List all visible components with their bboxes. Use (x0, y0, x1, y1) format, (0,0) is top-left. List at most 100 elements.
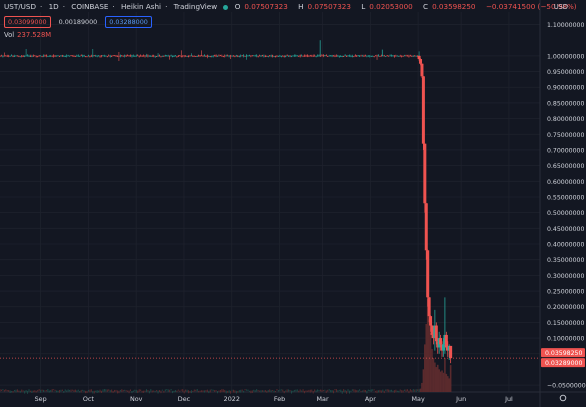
symbol-label[interactable]: UST/USD (4, 2, 36, 11)
volume-bar (24, 390, 26, 394)
volume-bar (319, 389, 321, 392)
candle-body (364, 55, 367, 57)
candle-body (309, 55, 311, 57)
candle-body (161, 55, 164, 57)
candle-body (21, 55, 23, 57)
candle-body (76, 55, 78, 57)
volume-value: 237.528M (17, 31, 52, 39)
volume-bar (298, 390, 300, 393)
candle-body (190, 55, 193, 57)
volume-bar (325, 390, 327, 393)
candle-body (412, 55, 414, 57)
volume-bar (377, 390, 379, 393)
candle-body (420, 63, 424, 77)
volume-bar (157, 390, 159, 394)
candle-body (305, 55, 307, 57)
candle-body (402, 55, 404, 57)
volume-bar (432, 358, 435, 392)
candle-body (335, 55, 338, 57)
candle-body (200, 55, 203, 57)
price-tick-label: 1.10000000 (547, 22, 584, 29)
volume-bar (85, 390, 87, 394)
candle-body (330, 55, 332, 57)
candle-body (180, 56, 182, 57)
candle-body (156, 56, 158, 57)
candle-body (147, 55, 149, 57)
volume-bar (289, 389, 291, 392)
candle-body (298, 55, 300, 57)
chart-style-label[interactable]: Heikin Ashi (121, 2, 162, 11)
volume-bar (324, 389, 326, 391)
volume-bar (257, 390, 259, 392)
candle-body (348, 55, 351, 57)
candle-body (79, 56, 81, 57)
candle-body (243, 55, 245, 57)
volume-bar (118, 390, 120, 394)
price-badge-label: 0.03289000 (545, 360, 582, 367)
volume-bar (166, 389, 168, 391)
volume-bar (351, 389, 353, 391)
candle-body (53, 55, 55, 57)
candle-body (303, 55, 306, 57)
candle-body (328, 55, 330, 57)
volume-bar (102, 389, 104, 392)
candle-body (283, 56, 285, 58)
volume-bar (359, 389, 361, 391)
candle-body (280, 56, 282, 57)
volume-bar (108, 389, 110, 391)
candle-body (347, 55, 349, 57)
volume-bar (222, 389, 224, 393)
volume-bar (428, 319, 430, 392)
volume-bar (244, 389, 246, 391)
candle-body (187, 56, 190, 57)
candle-body (261, 55, 264, 57)
candle-body (84, 56, 87, 58)
volume-bar (254, 390, 256, 393)
candle-body (258, 55, 261, 57)
spread-value: 0.00189000 (58, 18, 98, 26)
sell-button[interactable]: 0.03099000 (4, 16, 51, 28)
volume-bar (141, 390, 143, 393)
settings-gear-icon[interactable] (559, 394, 567, 402)
volume-bar (429, 333, 432, 392)
candle-body (160, 56, 162, 58)
candle-body (102, 55, 104, 57)
volume-bar (116, 390, 118, 394)
candle-body (216, 55, 219, 57)
candle-body (380, 55, 382, 57)
volume-bar (343, 389, 345, 392)
volume-bar (356, 390, 358, 393)
volume-bar (328, 389, 330, 391)
volume-bar (103, 389, 105, 392)
candle-body (6, 55, 8, 57)
volume-bar (170, 389, 172, 391)
volume-bar (151, 390, 153, 393)
candle-body (359, 55, 361, 57)
volume-bar (6, 390, 8, 392)
buy-button[interactable]: 0.03288000 (105, 16, 152, 28)
candle-body (444, 334, 448, 348)
volume-bar (344, 389, 346, 393)
candle-body (356, 55, 358, 57)
candle-body (32, 55, 34, 57)
candle-body (367, 55, 369, 57)
candle-body (92, 55, 94, 57)
candle-body (96, 55, 98, 57)
candle-body (341, 56, 343, 57)
volume-bar (311, 389, 313, 392)
candle-body (411, 55, 413, 57)
volume-bar (209, 389, 211, 393)
interval-label[interactable]: 1D (48, 2, 59, 11)
volume-bar (299, 389, 301, 392)
candle-body (282, 55, 284, 57)
volume-bar (375, 390, 377, 393)
candle-body (132, 55, 135, 57)
candle-body (276, 55, 278, 57)
volume-bar (189, 390, 191, 393)
open-value: 0.07507323 (244, 2, 288, 11)
volume-bar (32, 390, 34, 393)
price-tick-label: 0.85000000 (547, 100, 584, 107)
volume-bar (279, 389, 281, 391)
candle-body (417, 55, 421, 60)
